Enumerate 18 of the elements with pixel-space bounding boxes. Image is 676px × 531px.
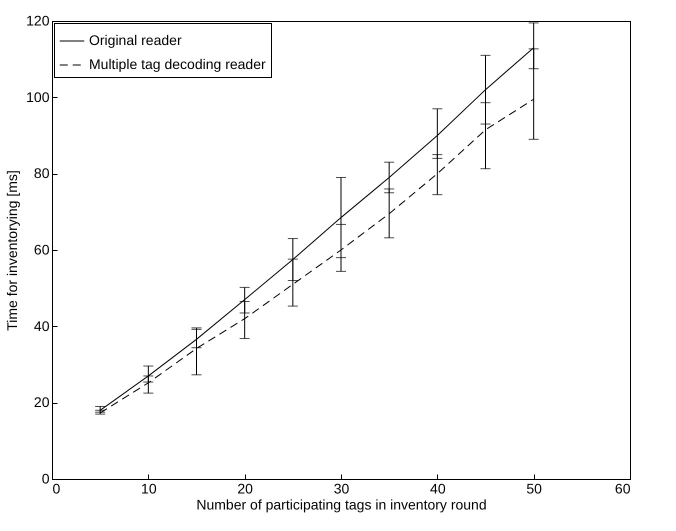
x-tick-label: 10: [141, 480, 157, 496]
y-tick-label: 20: [34, 394, 50, 410]
x-tick-label: 30: [334, 480, 350, 496]
y-tick-label: 120: [26, 12, 50, 28]
y-axis-title: Time for inventorying [ms]: [4, 170, 20, 331]
x-tick-label: 50: [526, 480, 542, 496]
legend-label: Original reader: [89, 32, 182, 48]
x-tick-label: 0: [52, 480, 60, 496]
y-tick-label: 40: [34, 318, 50, 334]
x-tick-label: 20: [237, 480, 254, 496]
y-tick-label: 80: [34, 165, 50, 182]
legend-label: Multiple tag decoding reader: [89, 56, 266, 72]
x-tick-label: 60: [614, 480, 631, 496]
x-tick-label: 40: [430, 480, 446, 496]
y-tick-label: 60: [34, 242, 50, 258]
y-tick-label: 100: [26, 88, 50, 105]
x-axis-title: Number of participating tags in inventory round: [196, 496, 487, 512]
y-tick-label: 0: [42, 470, 50, 486]
